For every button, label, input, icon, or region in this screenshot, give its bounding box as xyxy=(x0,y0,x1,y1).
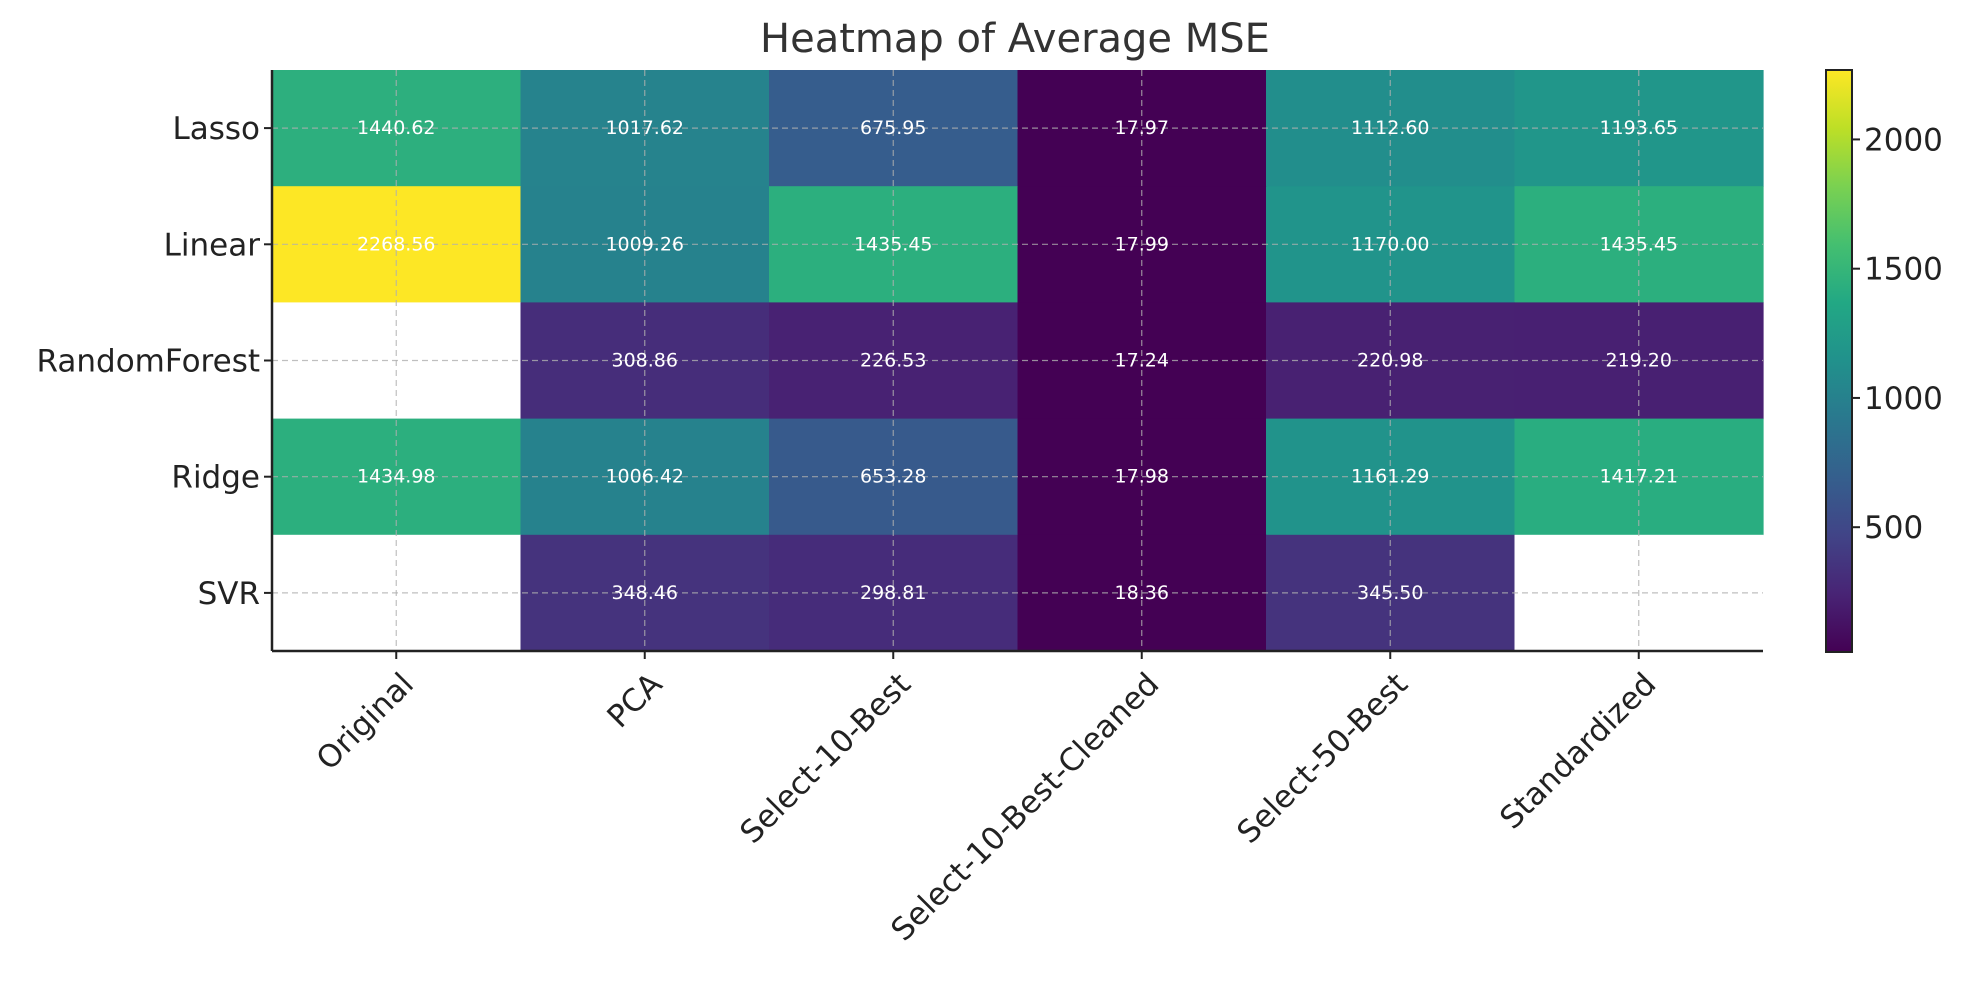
chart-title: Heatmap of Average MSE xyxy=(760,16,1270,62)
x-tick-label: Original xyxy=(310,666,421,777)
colorbar: 500 1000 1500 2000 xyxy=(1825,69,1943,653)
cell-value-label: 1435.45 xyxy=(854,233,933,255)
cell-value-label: 1161.29 xyxy=(1351,466,1430,488)
cell-value-label: 1435.45 xyxy=(1599,233,1678,255)
colorbar-gradient xyxy=(1825,69,1853,653)
cell-value-label: 1440.62 xyxy=(357,117,436,139)
y-tick-label: SVR xyxy=(198,576,260,612)
cell-value-label: 2268.56 xyxy=(357,233,436,255)
cell-value-label: 1434.98 xyxy=(357,466,436,488)
x-tick-label: Select-50-Best xyxy=(1230,666,1415,851)
cell-value-label: 308.86 xyxy=(612,350,678,372)
cell-value-label: 1017.62 xyxy=(605,117,684,139)
cell-value-label: 1112.60 xyxy=(1351,117,1430,139)
cell-value-label: 298.81 xyxy=(860,582,926,604)
y-tick-label: RandomForest xyxy=(37,344,260,380)
x-tick-label: PCA xyxy=(600,666,669,735)
colorbar-tick-label: 1500 xyxy=(1864,252,1943,288)
cell-value-label: 1417.21 xyxy=(1599,466,1678,488)
cell-value-label: 675.95 xyxy=(860,117,926,139)
colorbar-tick-label: 1000 xyxy=(1864,381,1943,417)
x-tick-label: Select-10-Best-Cleaned xyxy=(884,666,1166,948)
colorbar-tick-label: 500 xyxy=(1864,510,1923,546)
cell-value-label: 348.46 xyxy=(612,582,678,604)
cell-value-label: 1170.00 xyxy=(1351,233,1430,255)
cell-value-label: 1193.65 xyxy=(1599,117,1678,139)
cell-value-label: 17.97 xyxy=(1115,117,1169,139)
cell-value-label: 17.98 xyxy=(1115,466,1169,488)
cell-value-label: 653.28 xyxy=(860,466,926,488)
cell-value-label: 220.98 xyxy=(1357,350,1423,372)
cell-value-label: 1009.26 xyxy=(605,233,684,255)
y-tick-label: Ridge xyxy=(171,460,260,496)
x-tick-label: Select-10-Best xyxy=(733,666,918,851)
y-tick-label: Linear xyxy=(164,227,261,263)
y-tick-label: Lasso xyxy=(172,111,260,147)
cell-value-label: 1006.42 xyxy=(605,466,684,488)
gridlines xyxy=(272,70,1763,651)
cell-value-label: 226.53 xyxy=(860,350,926,372)
cell-value-label: 219.20 xyxy=(1606,350,1672,372)
cell-labels: 1440.62 1017.62 675.95 17.97 1112.60 1193.65 2… xyxy=(357,117,1678,604)
cell-value-label: 18.36 xyxy=(1115,582,1169,604)
cell-value-label: 345.50 xyxy=(1357,582,1423,604)
colorbar-tick-label: 2000 xyxy=(1864,122,1943,158)
cell-value-label: 17.99 xyxy=(1115,233,1169,255)
x-tick-label: Standardized xyxy=(1493,666,1663,836)
cell-value-label: 17.24 xyxy=(1115,350,1169,372)
